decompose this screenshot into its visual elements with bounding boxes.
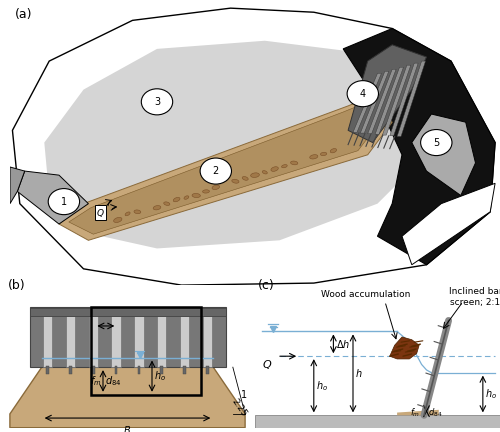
Circle shape	[200, 158, 232, 184]
Text: $d_{84}$: $d_{84}$	[428, 407, 442, 419]
Ellipse shape	[271, 167, 278, 172]
Ellipse shape	[184, 196, 189, 199]
Polygon shape	[18, 171, 88, 224]
Bar	[30, 307, 226, 367]
Text: $f_m$: $f_m$	[410, 407, 420, 419]
Polygon shape	[382, 65, 411, 135]
Text: (a): (a)	[15, 8, 32, 21]
Text: $Q$: $Q$	[262, 358, 272, 371]
Bar	[69, 366, 71, 374]
Text: $Q$: $Q$	[96, 206, 105, 219]
Text: $h_o$: $h_o$	[486, 387, 498, 401]
Polygon shape	[390, 337, 419, 359]
Ellipse shape	[134, 210, 141, 214]
Bar	[66, 316, 75, 367]
Bar	[92, 366, 94, 374]
Bar	[134, 316, 143, 367]
Text: 2.25: 2.25	[230, 397, 248, 419]
Polygon shape	[390, 63, 418, 136]
Ellipse shape	[330, 149, 336, 153]
Bar	[202, 316, 212, 367]
Text: $h_o$: $h_o$	[316, 379, 328, 393]
Text: 1: 1	[242, 390, 248, 400]
Polygon shape	[69, 105, 380, 234]
Bar	[112, 316, 120, 367]
Circle shape	[142, 89, 172, 115]
Bar	[30, 308, 226, 316]
Bar	[157, 316, 166, 367]
Circle shape	[48, 189, 80, 215]
Polygon shape	[44, 41, 426, 248]
Text: $h_o$: $h_o$	[154, 369, 166, 383]
Ellipse shape	[114, 217, 122, 222]
Bar	[115, 366, 117, 374]
Ellipse shape	[262, 171, 268, 174]
Text: $f_m$: $f_m$	[90, 374, 102, 388]
Text: 1: 1	[61, 197, 67, 206]
Text: $B$: $B$	[124, 424, 132, 432]
Bar	[46, 366, 49, 374]
Bar	[184, 366, 186, 374]
Bar	[88, 316, 98, 367]
Ellipse shape	[250, 173, 260, 178]
Ellipse shape	[192, 194, 200, 197]
Polygon shape	[10, 367, 245, 428]
Polygon shape	[348, 45, 426, 143]
Ellipse shape	[202, 190, 209, 193]
Ellipse shape	[212, 185, 220, 190]
Text: $h$: $h$	[356, 367, 363, 379]
Polygon shape	[402, 183, 495, 265]
Text: 2: 2	[212, 166, 219, 176]
Polygon shape	[375, 67, 404, 134]
Ellipse shape	[290, 161, 298, 165]
Ellipse shape	[232, 179, 239, 183]
Bar	[43, 316, 52, 367]
Polygon shape	[353, 73, 382, 132]
Text: (b): (b)	[8, 279, 25, 292]
Polygon shape	[10, 167, 24, 203]
Polygon shape	[59, 98, 392, 240]
Bar	[180, 316, 189, 367]
Ellipse shape	[173, 197, 180, 202]
Polygon shape	[368, 69, 396, 134]
Text: (c): (c)	[258, 279, 274, 292]
Text: $b$: $b$	[102, 306, 110, 318]
Polygon shape	[360, 71, 389, 133]
Ellipse shape	[282, 165, 287, 168]
Circle shape	[347, 81, 378, 107]
Ellipse shape	[320, 152, 327, 156]
Text: Inclined bar
screen; 2:1: Inclined bar screen; 2:1	[448, 287, 500, 307]
Text: 3: 3	[154, 97, 160, 107]
Polygon shape	[343, 29, 495, 265]
Text: Wood accumulation: Wood accumulation	[320, 290, 410, 299]
Bar	[255, 415, 500, 428]
Ellipse shape	[310, 155, 318, 159]
Polygon shape	[397, 61, 426, 137]
Text: $d_{84}$: $d_{84}$	[105, 374, 122, 388]
Text: 4: 4	[360, 89, 366, 98]
Circle shape	[420, 130, 452, 156]
Ellipse shape	[242, 177, 248, 180]
Text: $\Delta h$: $\Delta h$	[336, 338, 350, 350]
Bar	[91, 307, 201, 395]
Bar	[206, 366, 208, 374]
Ellipse shape	[164, 202, 170, 206]
Bar	[138, 366, 140, 374]
Polygon shape	[397, 410, 439, 415]
Bar	[160, 366, 163, 374]
Ellipse shape	[153, 206, 161, 210]
Text: 5: 5	[433, 137, 440, 148]
Ellipse shape	[125, 212, 130, 216]
Polygon shape	[12, 8, 495, 285]
Polygon shape	[412, 114, 476, 196]
